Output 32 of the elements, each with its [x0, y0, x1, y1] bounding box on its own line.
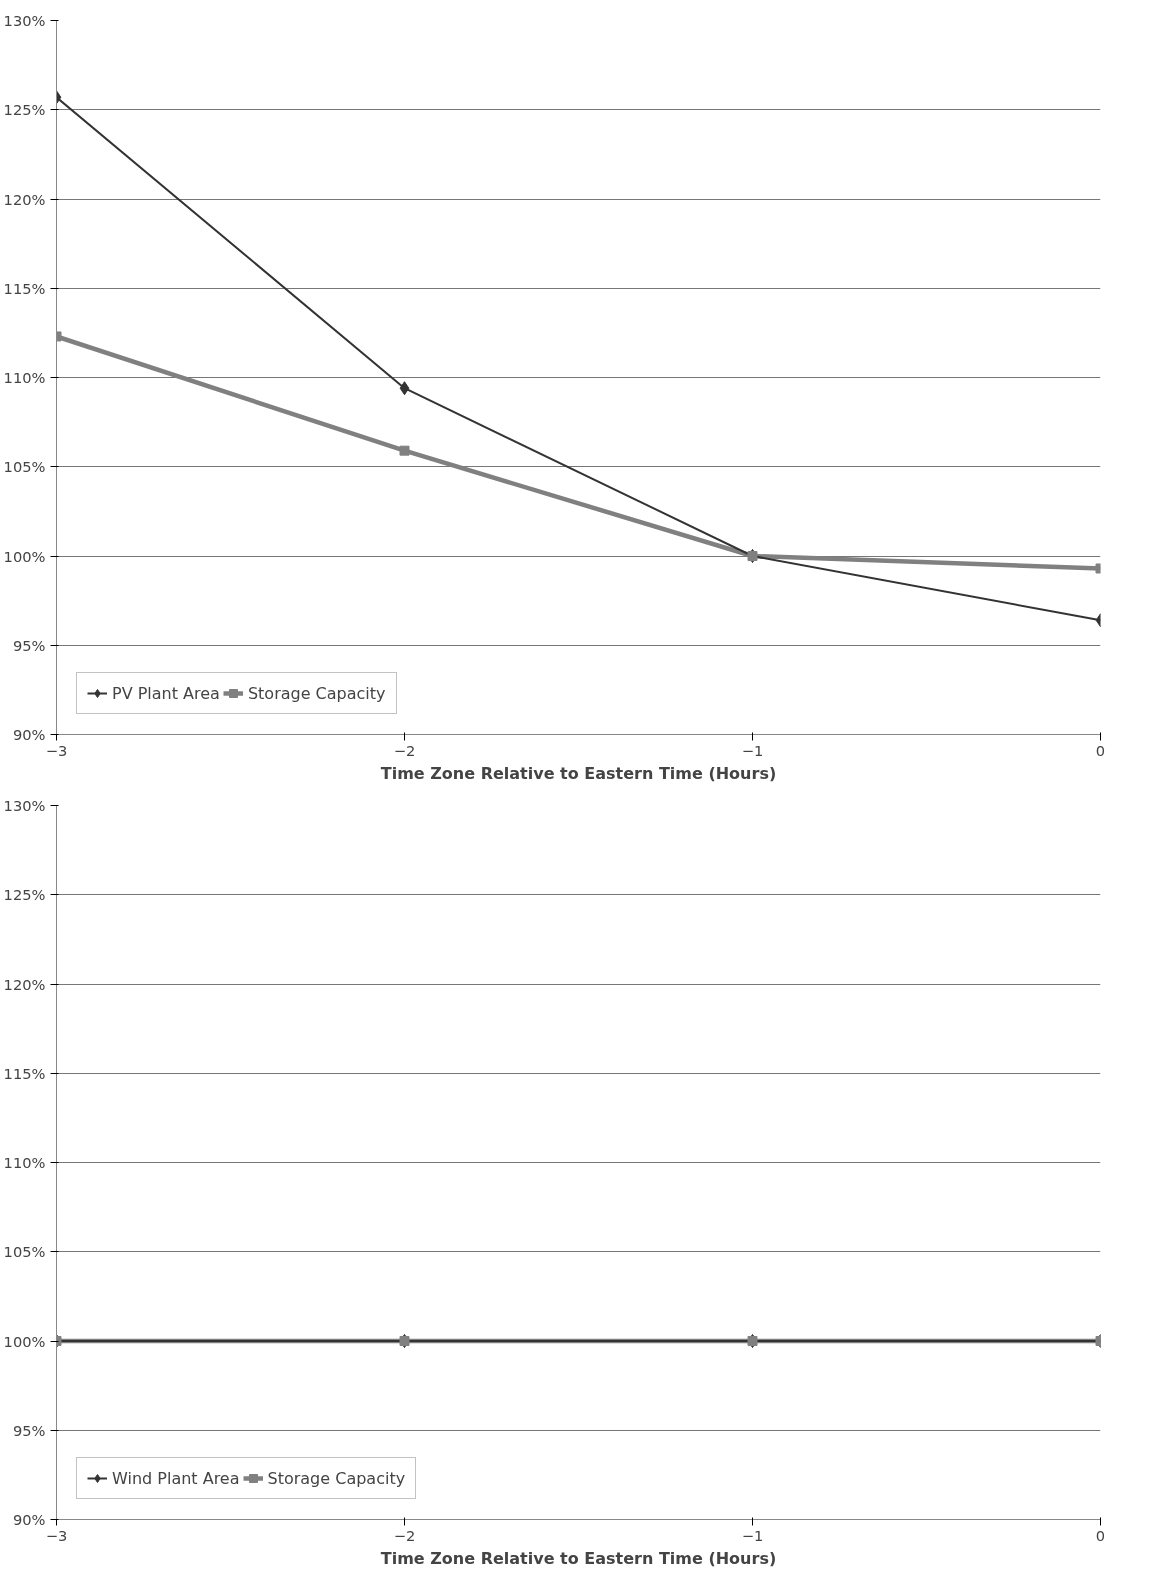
legend-label: PV Plant Area	[112, 683, 220, 703]
x-tick-label: −3	[45, 741, 68, 759]
legend-label: Storage Capacity	[247, 683, 386, 703]
y-tick-label: 115%	[3, 1064, 46, 1082]
y-tick-label: 90%	[12, 1511, 46, 1528]
y-tick-label: 130%	[3, 797, 46, 814]
y-tick-label: 120%	[3, 190, 46, 208]
y-tick-label: 110%	[3, 1154, 46, 1171]
y-tick-label: 105%	[3, 458, 46, 476]
y-tick-label: 105%	[3, 1243, 46, 1261]
y-tick-label: 130%	[3, 12, 46, 29]
x-tick-label: −1	[741, 1526, 764, 1544]
x-tick-label: −2	[393, 741, 416, 759]
x-tick-label: −3	[45, 1526, 68, 1544]
x-tick-label: −1	[741, 741, 764, 759]
y-tick-label: 95%	[12, 1421, 46, 1439]
x-axis-title: Time Zone Relative to Eastern Time (Hours)	[380, 1548, 777, 1568]
x-tick-label: −2	[393, 1526, 416, 1544]
y-tick-label: 100%	[3, 547, 46, 565]
y-tick-label: 125%	[3, 886, 46, 904]
legend-label: Wind Plant Area	[112, 1468, 240, 1488]
y-tick-label: 100%	[3, 1332, 46, 1350]
y-tick-label: 120%	[3, 975, 46, 993]
y-tick-label: 110%	[3, 369, 46, 386]
y-tick-label: 90%	[12, 726, 46, 743]
legend-label: Storage Capacity	[267, 1468, 406, 1488]
y-tick-label: 125%	[3, 101, 46, 119]
y-tick-label: 115%	[3, 279, 46, 297]
x-axis-title: Time Zone Relative to Eastern Time (Hours)	[380, 763, 777, 783]
x-tick-label: 0	[1095, 1526, 1106, 1544]
x-tick-label: 0	[1095, 741, 1106, 759]
y-tick-label: 95%	[12, 636, 46, 654]
